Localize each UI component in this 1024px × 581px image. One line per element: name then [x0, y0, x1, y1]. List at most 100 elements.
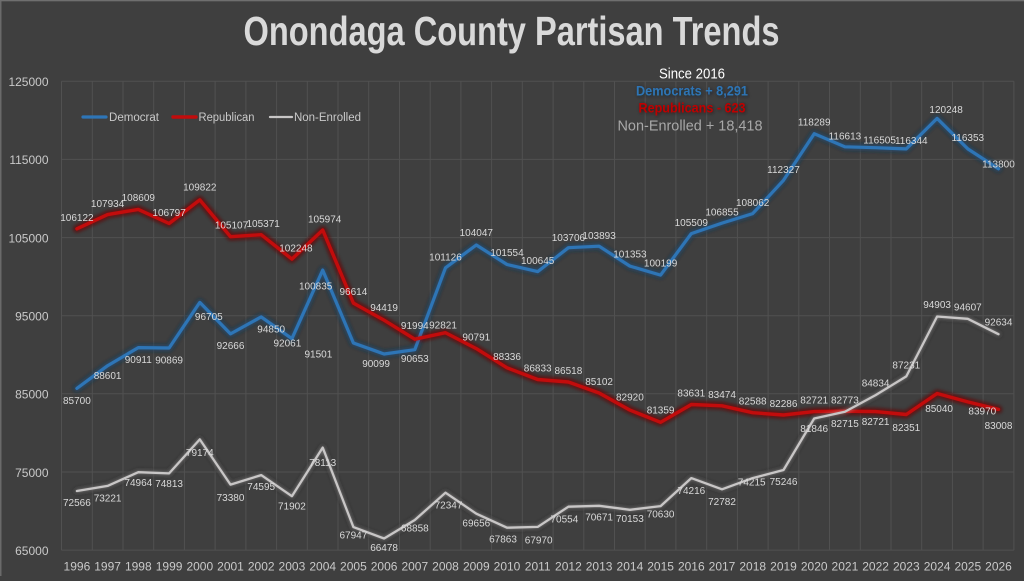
svg-text:2007: 2007: [401, 560, 428, 574]
svg-text:2021: 2021: [832, 560, 859, 574]
svg-text:68858: 68858: [401, 524, 429, 535]
svg-text:103893: 103893: [582, 231, 616, 242]
svg-text:2002: 2002: [248, 560, 275, 574]
svg-text:2020: 2020: [801, 560, 828, 574]
svg-text:102248: 102248: [279, 244, 313, 255]
svg-text:1998: 1998: [125, 560, 152, 574]
svg-text:70554: 70554: [550, 515, 578, 526]
svg-text:94850: 94850: [257, 325, 285, 336]
svg-text:67970: 67970: [525, 536, 553, 547]
svg-text:72347: 72347: [435, 500, 463, 511]
svg-text:116353: 116353: [951, 133, 984, 144]
svg-text:91994: 91994: [401, 321, 429, 332]
svg-text:92821: 92821: [429, 320, 457, 331]
svg-text:Democrat: Democrat: [109, 112, 160, 124]
svg-text:Democrats + 8,291: Democrats + 8,291: [637, 84, 749, 100]
svg-text:2012: 2012: [555, 560, 582, 574]
svg-text:71902: 71902: [278, 501, 306, 512]
svg-text:2009: 2009: [463, 560, 490, 574]
svg-text:82721: 82721: [862, 417, 890, 428]
svg-text:66478: 66478: [370, 543, 398, 554]
svg-text:81846: 81846: [800, 424, 828, 435]
svg-text:72782: 72782: [708, 497, 736, 508]
svg-text:82773: 82773: [831, 395, 859, 406]
svg-text:84834: 84834: [862, 379, 890, 390]
svg-text:91501: 91501: [304, 350, 332, 361]
svg-text:112327: 112327: [767, 165, 800, 176]
svg-text:105509: 105509: [675, 218, 709, 229]
svg-text:1997: 1997: [94, 560, 121, 574]
svg-text:90911: 90911: [125, 355, 153, 366]
svg-text:2026: 2026: [985, 560, 1012, 574]
svg-text:104047: 104047: [460, 228, 494, 239]
svg-text:85700: 85700: [63, 396, 91, 407]
svg-text:86833: 86833: [524, 364, 552, 375]
svg-text:100645: 100645: [521, 256, 555, 267]
svg-text:2019: 2019: [770, 560, 797, 574]
svg-text:2006: 2006: [371, 560, 398, 574]
svg-text:2008: 2008: [432, 560, 459, 574]
svg-text:90653: 90653: [401, 354, 429, 365]
svg-text:116613: 116613: [829, 131, 862, 142]
svg-text:100199: 100199: [644, 259, 678, 270]
svg-text:2013: 2013: [586, 560, 613, 574]
svg-text:83474: 83474: [708, 390, 736, 401]
svg-text:67947: 67947: [339, 531, 367, 542]
svg-text:108609: 108609: [122, 193, 156, 204]
svg-text:Non-Enrolled: Non-Enrolled: [294, 112, 361, 124]
svg-text:Democrats + 8,291: Democrats + 8,291: [636, 83, 748, 99]
svg-text:2014: 2014: [617, 560, 644, 574]
svg-text:2023: 2023: [893, 560, 920, 574]
svg-text:105107: 105107: [215, 220, 249, 231]
svg-text:82351: 82351: [892, 423, 920, 434]
svg-text:65000: 65000: [15, 544, 49, 558]
svg-text:101353: 101353: [613, 250, 647, 261]
svg-text:70153: 70153: [616, 514, 644, 525]
svg-text:87231: 87231: [892, 361, 920, 372]
svg-text:74813: 74813: [155, 479, 183, 490]
svg-text:73221: 73221: [94, 494, 122, 505]
svg-text:2025: 2025: [954, 560, 981, 574]
svg-text:92666: 92666: [217, 341, 245, 352]
svg-text:85040: 85040: [925, 404, 953, 415]
svg-text:2015: 2015: [647, 560, 674, 574]
svg-text:75000: 75000: [15, 466, 49, 480]
svg-text:105371: 105371: [247, 219, 281, 230]
svg-text:2005: 2005: [340, 560, 367, 574]
svg-text:100835: 100835: [299, 282, 333, 293]
svg-text:116344: 116344: [895, 136, 928, 147]
svg-text:83970: 83970: [968, 407, 996, 418]
svg-text:82715: 82715: [831, 419, 859, 430]
svg-text:94419: 94419: [370, 303, 398, 314]
svg-text:2011: 2011: [525, 560, 551, 574]
svg-text:Non-Enrolled + 18,418: Non-Enrolled + 18,418: [618, 119, 763, 135]
svg-text:106122: 106122: [60, 213, 94, 224]
svg-text:85000: 85000: [15, 388, 49, 402]
svg-text:109822: 109822: [183, 183, 217, 194]
svg-text:2016: 2016: [678, 560, 705, 574]
svg-text:70671: 70671: [585, 512, 613, 523]
svg-text:82588: 82588: [739, 397, 767, 408]
svg-text:Republican: Republican: [199, 112, 255, 124]
svg-text:74595: 74595: [247, 482, 275, 493]
svg-text:101554: 101554: [490, 248, 524, 259]
svg-text:Since 2016: Since 2016: [659, 67, 725, 83]
svg-text:94903: 94903: [923, 300, 951, 311]
svg-text:Republicans - 623: Republicans - 623: [640, 101, 747, 117]
svg-text:2004: 2004: [309, 560, 336, 574]
svg-text:95000: 95000: [15, 310, 49, 324]
svg-text:105000: 105000: [8, 231, 48, 245]
svg-text:92061: 92061: [273, 338, 301, 349]
svg-text:88601: 88601: [94, 371, 122, 382]
svg-text:94607: 94607: [954, 303, 982, 314]
svg-text:105974: 105974: [308, 214, 342, 225]
svg-text:79174: 79174: [186, 448, 214, 459]
svg-text:83631: 83631: [677, 389, 705, 400]
svg-text:88336: 88336: [493, 352, 521, 363]
svg-text:75246: 75246: [770, 477, 798, 488]
svg-text:82920: 82920: [616, 393, 644, 404]
svg-text:2000: 2000: [186, 560, 213, 574]
svg-text:74215: 74215: [738, 478, 766, 489]
svg-text:2017: 2017: [709, 560, 736, 574]
svg-text:106855: 106855: [705, 208, 739, 219]
